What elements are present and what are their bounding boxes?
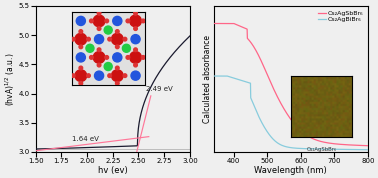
Cs₂AgSbBr₆ (314, 139, 319, 141)
Cs₂AgBiBr₆ (211, 75, 216, 77)
Cs₂AgBiBr₆ (302, 148, 307, 150)
Cs₂AgBiBr₆ (327, 148, 332, 150)
Cs₂AgBiBr₆ (281, 145, 286, 147)
Text: 2.49 eV: 2.49 eV (146, 86, 172, 92)
Cs₂AgSbBr₆ (211, 22, 216, 25)
Cs₂AgSbBr₆ (239, 25, 243, 28)
Y-axis label: Calculated absorbance: Calculated absorbance (203, 35, 212, 123)
Line: Cs₂AgSbBr₆: Cs₂AgSbBr₆ (214, 23, 368, 146)
X-axis label: Wavelength (nm): Wavelength (nm) (254, 166, 327, 174)
Cs₂AgBiBr₆ (239, 79, 243, 81)
Cs₂AgBiBr₆ (314, 148, 319, 150)
Cs₂AgSbBr₆ (327, 142, 332, 144)
Cs₂AgBiBr₆ (251, 103, 256, 105)
Cs₂AgSbBr₆ (281, 107, 286, 109)
Line: Cs₂AgBiBr₆: Cs₂AgBiBr₆ (214, 76, 368, 150)
Cs₂AgSbBr₆ (251, 45, 256, 47)
Legend: Cs₂AgSbBr₆, Cs₂AgBiBr₆: Cs₂AgSbBr₆, Cs₂AgBiBr₆ (317, 9, 365, 24)
Cs₂AgSbBr₆ (302, 133, 307, 135)
Cs₂AgBiBr₆ (366, 149, 370, 151)
Text: 1.64 eV: 1.64 eV (72, 136, 99, 142)
Y-axis label: $(\rm{hvA})^{1/2}$ (a.u.): $(\rm{hvA})^{1/2}$ (a.u.) (3, 52, 17, 106)
Cs₂AgSbBr₆ (366, 145, 370, 147)
X-axis label: hv (ev): hv (ev) (98, 166, 128, 174)
